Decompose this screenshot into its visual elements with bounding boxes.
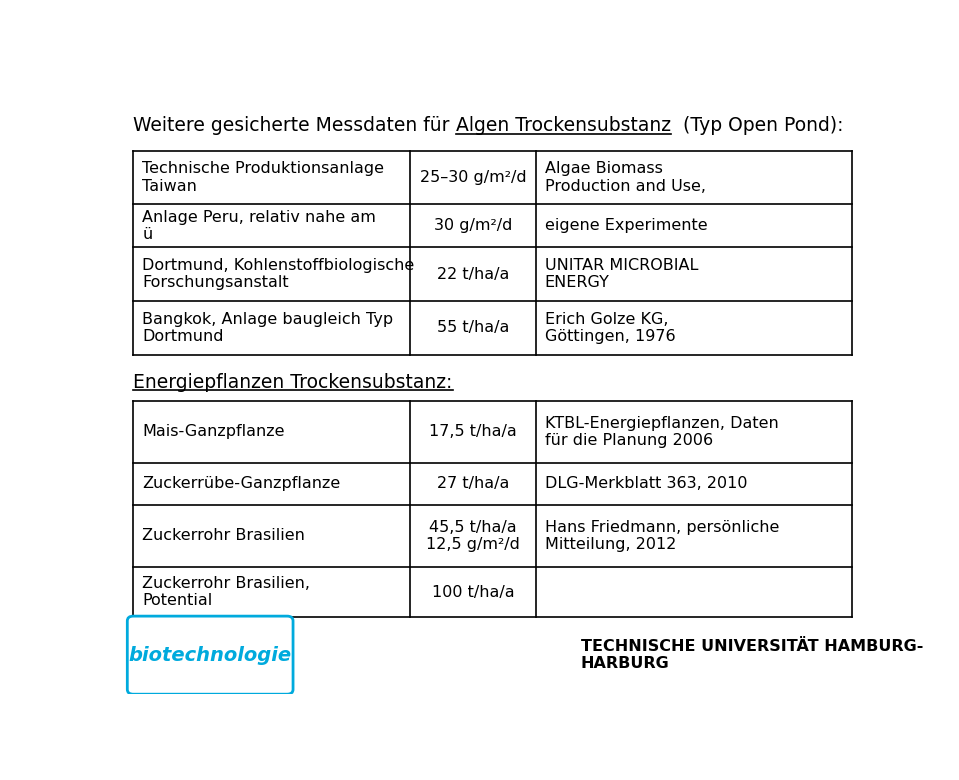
Text: (Typ Open Pond):: (Typ Open Pond): [670,116,843,136]
Text: Algen Trockensubstanz: Algen Trockensubstanz [456,116,670,136]
Text: UNITAR MICROBIAL
ENERGY: UNITAR MICROBIAL ENERGY [545,258,698,290]
Text: Bangkok, Anlage baugleich Typ
Dortmund: Bangkok, Anlage baugleich Typ Dortmund [142,312,393,344]
Text: Zuckerrohr Brasilien,
Potential: Zuckerrohr Brasilien, Potential [142,576,310,608]
Text: Technische Produktionsanlage
Taiwan: Technische Produktionsanlage Taiwan [142,161,385,193]
Text: Weitere gesicherte Messdaten für: Weitere gesicherte Messdaten für [133,116,456,136]
Text: 55 t/ha/a: 55 t/ha/a [436,321,509,335]
Text: KTBL-Energiepflanzen, Daten
für die Planung 2006: KTBL-Energiepflanzen, Daten für die Plan… [545,416,779,448]
Text: 22 t/ha/a: 22 t/ha/a [436,267,509,282]
Text: Dortmund, Kohlenstoffbiologische
Forschungsanstalt: Dortmund, Kohlenstoffbiologische Forschu… [142,258,414,290]
Text: Erich Golze KG,
Göttingen, 1976: Erich Golze KG, Göttingen, 1976 [545,312,675,344]
Text: Anlage Peru, relativ nahe am
ü: Anlage Peru, relativ nahe am ü [142,210,376,242]
Text: 17,5 t/ha/a: 17,5 t/ha/a [429,424,517,439]
Text: TECHNISCHE UNIVERSITÄT HAMBURG-
HARBURG: TECHNISCHE UNIVERSITÄT HAMBURG- HARBURG [581,639,924,672]
Text: biotechnologie: biotechnologie [129,646,292,665]
Text: Mais-Ganzpflanze: Mais-Ganzpflanze [142,424,285,439]
Text: DLG-Merkblatt 363, 2010: DLG-Merkblatt 363, 2010 [545,477,747,491]
Text: Hans Friedmann, persönliche
Mitteilung, 2012: Hans Friedmann, persönliche Mitteilung, … [545,519,779,552]
Text: eigene Experimente: eigene Experimente [545,218,708,233]
Text: 30 g/m²/d: 30 g/m²/d [433,218,512,233]
Text: Algae Biomass
Production and Use,: Algae Biomass Production and Use, [545,161,706,193]
Text: Zuckerrohr Brasilien: Zuckerrohr Brasilien [142,528,305,544]
Text: 100 t/ha/a: 100 t/ha/a [432,584,514,600]
FancyBboxPatch shape [128,616,293,694]
Text: Zuckerrübe-Ganzpflanze: Zuckerrübe-Ganzpflanze [142,477,340,491]
Text: 45,5 t/ha/a
12,5 g/m²/d: 45,5 t/ha/a 12,5 g/m²/d [426,519,520,552]
Text: 25–30 g/m²/d: 25–30 g/m²/d [419,170,526,185]
Text: 27 t/ha/a: 27 t/ha/a [436,477,509,491]
Text: Energiepflanzen Trockensubstanz:: Energiepflanzen Trockensubstanz: [133,373,453,392]
